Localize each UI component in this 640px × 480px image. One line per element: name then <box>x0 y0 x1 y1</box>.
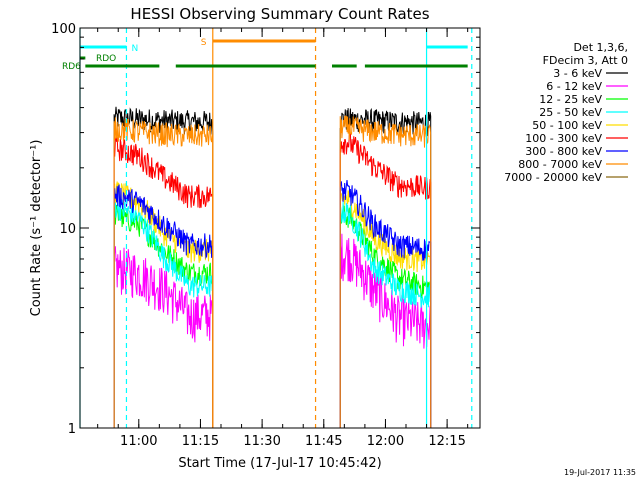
series-trace <box>113 199 214 428</box>
x-tick-label: 11:15 <box>182 434 219 449</box>
legend-entry-label: 50 - 100 keV <box>532 119 602 132</box>
x-tick-label: 11:45 <box>305 434 342 449</box>
footer-timestamp: 19-Jul-2017 11:35 <box>564 468 636 477</box>
series-trace <box>339 201 432 428</box>
series-trace <box>339 132 432 428</box>
y-axis-label: Count Rate (s⁻¹ detector⁻¹) <box>29 140 44 317</box>
series-trace <box>113 106 214 428</box>
y-tick-label: 100 <box>51 22 76 37</box>
count-rate-traces <box>113 106 432 428</box>
x-axis-label: Start Time (17-Jul-17 10:45:42) <box>178 456 381 471</box>
legend-entry-label: 25 - 50 keV <box>539 106 602 119</box>
series-50-100kev <box>113 181 432 428</box>
series-6-12kev <box>113 233 432 428</box>
series-trace <box>339 114 432 428</box>
x-tick-label: 12:00 <box>367 434 404 449</box>
flag-label-rdo: RDO <box>96 54 116 64</box>
legend-header-line: FDecim 3, Att 0 <box>543 54 628 67</box>
legend-entry-label: 6 - 12 keV <box>546 80 602 93</box>
series-trace <box>113 184 214 428</box>
legend-entry-label: 800 - 7000 keV <box>518 158 602 171</box>
flag-label-rd6: RD6 <box>62 62 81 72</box>
x-tick-label: 12:15 <box>428 434 465 449</box>
legend-entry-label: 300 - 800 keV <box>525 145 602 158</box>
flag-label-s: S <box>201 38 207 48</box>
observing-flags: N S RDO RD6 <box>62 38 468 72</box>
series-100-300kev <box>113 132 432 428</box>
series-trace <box>339 233 432 428</box>
series-25-50kev <box>113 199 432 428</box>
legend-entry-label: 12 - 25 keV <box>539 93 602 106</box>
series-trace <box>113 246 214 428</box>
series-trace <box>339 180 432 428</box>
series-300-800kev <box>113 180 432 428</box>
flag-label-n: N <box>131 44 138 54</box>
legend-entry-label: 100 - 300 keV <box>525 132 602 145</box>
y-tick-label: 10 <box>59 222 76 237</box>
legend-entry-label: 7000 - 20000 keV <box>504 171 602 184</box>
x-tick-label: 11:30 <box>243 434 280 449</box>
legend-header-line: Det 1,3,6, <box>573 41 628 54</box>
x-tick-label: 11:00 <box>120 434 157 449</box>
series-800-7000kev <box>113 114 432 428</box>
legend-entry-label: 3 - 6 keV <box>553 67 602 80</box>
axes: 11:00 11:15 11:30 11:45 12:00 12:15 1 10 100 <box>51 22 480 449</box>
chart-title: HESSI Observing Summary Count Rates <box>130 5 429 23</box>
series-trace <box>113 136 214 428</box>
series-trace <box>113 117 214 428</box>
y-tick-label: 1 <box>68 422 76 437</box>
